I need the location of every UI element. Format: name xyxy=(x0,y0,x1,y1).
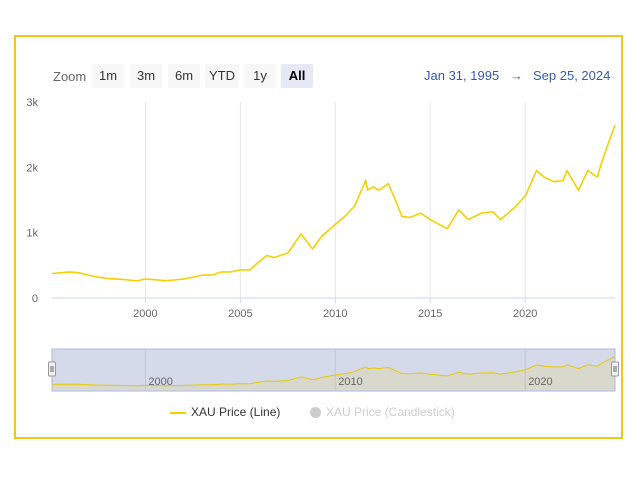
x-tick-label: 2005 xyxy=(228,308,252,320)
zoom-6m-button[interactable]: 6m xyxy=(168,64,200,88)
legend-line-symbol xyxy=(170,411,186,414)
navigator-tick-label: 2020 xyxy=(528,376,552,388)
zoom-1y-button[interactable]: 1y xyxy=(244,64,276,88)
legend-item-candlestick[interactable]: XAU Price (Candlestick) xyxy=(310,405,455,419)
zoom-ytd-button[interactable]: YTD xyxy=(205,64,239,88)
y-tick-label: 3k xyxy=(26,97,38,109)
legend-label-candlestick: XAU Price (Candlestick) xyxy=(326,405,455,419)
navigator-tick-label: 2010 xyxy=(338,376,362,388)
x-tick-label: 2015 xyxy=(418,308,442,320)
navigator[interactable]: 2000 2010 2020 xyxy=(48,348,619,392)
navigator-area xyxy=(52,356,615,389)
x-tick-label: 2010 xyxy=(323,308,347,320)
navigator-tick-label: 2000 xyxy=(148,376,172,388)
date-range-arrow: → xyxy=(510,68,523,83)
legend-label-line: XAU Price (Line) xyxy=(191,405,281,419)
navigator-left-handle[interactable] xyxy=(48,361,56,377)
x-tick-label: 2020 xyxy=(513,308,537,320)
navigator-right-handle[interactable] xyxy=(611,361,619,377)
navigator-series-line xyxy=(51,355,616,387)
price-series-line[interactable] xyxy=(51,124,616,282)
date-range-to[interactable]: Sep 25, 2024 xyxy=(533,68,611,83)
legend-candlestick-symbol xyxy=(310,407,321,419)
zoom-label: Zoom xyxy=(53,69,87,84)
zoom-3m-button[interactable]: 3m xyxy=(130,64,162,88)
date-range-from[interactable]: Jan 31, 1995 xyxy=(424,68,500,83)
legend-item-line[interactable]: XAU Price (Line) xyxy=(170,405,280,419)
zoom-1m-button[interactable]: 1m xyxy=(92,64,124,88)
y-tick-label: 1k xyxy=(26,228,38,240)
zoom-all-button[interactable]: All xyxy=(281,64,313,88)
x-tick-label: 2000 xyxy=(133,308,157,320)
y-tick-label: 2k xyxy=(26,162,38,174)
y-tick-label: 0 xyxy=(32,293,38,305)
